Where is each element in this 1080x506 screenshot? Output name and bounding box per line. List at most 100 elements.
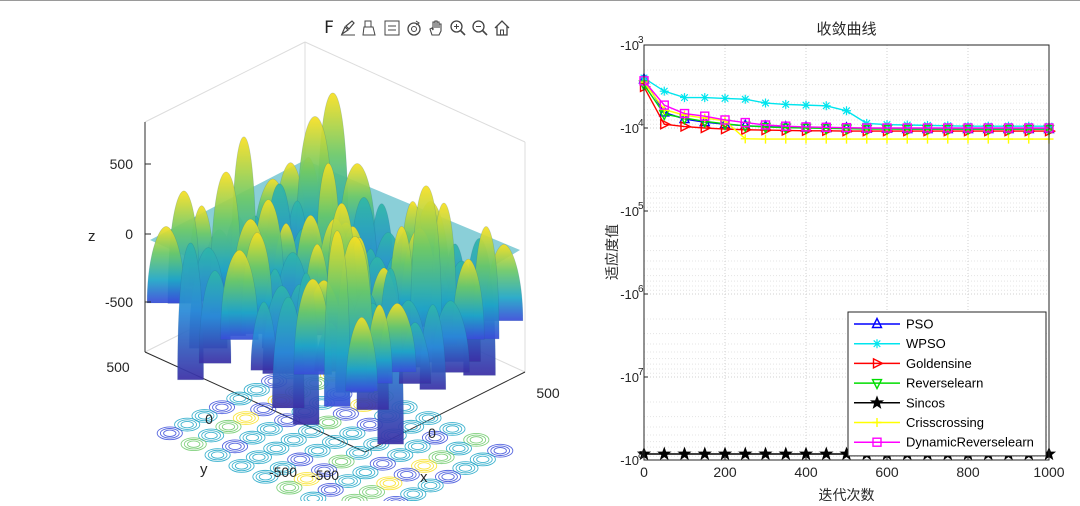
legend-item[interactable]: PSO: [854, 317, 933, 332]
legend-label: DynamicReverselearn: [906, 435, 1034, 450]
contour-line: [283, 434, 304, 446]
convergence-chart[interactable]: -10 3 -10 4 -10 5 -10 6 -10 7 -10 8 0 200 400 600 800 100…: [600, 0, 1080, 503]
contour-line: [321, 418, 336, 427]
contour-line: [204, 431, 218, 440]
contour-line: [469, 436, 483, 444]
contour-line: [228, 442, 242, 450]
contour-line: [403, 488, 424, 500]
data-point: [659, 100, 669, 110]
contour-line: [234, 462, 249, 470]
data-point: [761, 124, 773, 136]
contour-line: [472, 454, 493, 465]
contour-line: [210, 451, 225, 459]
data-point: [881, 124, 893, 137]
data-point: [781, 121, 791, 131]
contour-line: [252, 453, 266, 461]
brush-icon[interactable]: [338, 18, 358, 38]
contour-line: [369, 456, 396, 471]
contour-line: [180, 437, 207, 452]
data-tips-icon[interactable]: F: [324, 18, 334, 38]
contour-line: [382, 479, 396, 487]
contour-line: [463, 432, 490, 447]
contour-line: [310, 447, 325, 455]
legend[interactable]: PSO WPSO Goldensine Reverselearn Sincos Criss…: [847, 311, 1047, 457]
contour-line: [411, 459, 438, 473]
pan-hand-icon[interactable]: [426, 18, 446, 38]
contour-line: [434, 453, 449, 461]
surface-plot-canvas[interactable]: 500 0 -500 -500 0 500 -500 0 500 z x y: [0, 0, 600, 506]
legend-item[interactable]: Goldensine: [854, 356, 972, 371]
data-point: [778, 446, 793, 461]
contour-line: [204, 448, 231, 462]
data-point: [1024, 134, 1034, 144]
contour-line: [442, 423, 463, 435]
rotate-3d-icon[interactable]: [404, 18, 424, 38]
contour-line: [225, 441, 245, 452]
legend-label: Reverselearn: [906, 376, 983, 391]
series-line: [643, 84, 1049, 130]
contour-line: [250, 386, 264, 394]
contour-line: [256, 405, 270, 414]
data-point: [821, 122, 831, 132]
contour-line: [296, 473, 317, 485]
data-point: [740, 94, 750, 104]
home-icon[interactable]: [492, 18, 512, 38]
contour-line: [221, 423, 236, 431]
legend-icon[interactable]: [382, 18, 402, 38]
contour-line: [421, 430, 449, 445]
contour-line: [306, 494, 320, 503]
legend-item[interactable]: DynamicReverselearn: [854, 435, 1034, 450]
zoom-in-icon[interactable]: [448, 18, 468, 38]
clear-icon[interactable]: [360, 18, 380, 38]
contour-line: [177, 419, 198, 430]
convergence-chart-canvas[interactable]: -10 3-10 4-10 5-10 6-10 7-10 80 200 400 600 800 100…: [600, 0, 1080, 503]
data-point: [821, 134, 831, 144]
contour-line: [258, 473, 273, 481]
data-point: [1004, 134, 1013, 144]
legend-item[interactable]: Crisscrossing: [854, 415, 984, 430]
data-point: [760, 120, 771, 130]
legend-item[interactable]: Sincos: [854, 395, 946, 410]
data-point: [781, 134, 791, 144]
data-point: [801, 122, 811, 132]
window-top-border: [0, 0, 1080, 1]
contour-line: [342, 428, 363, 439]
y-tick-label: -10: [620, 287, 639, 302]
data-point: [759, 122, 772, 134]
contour-line: [334, 474, 362, 488]
data-point: [679, 108, 690, 119]
contour-line: [336, 408, 356, 419]
contour-line: [183, 438, 204, 450]
contour-line: [331, 456, 352, 467]
data-point: [902, 123, 912, 133]
z-axis-label: z: [88, 228, 96, 245]
legend-marker: [872, 357, 885, 370]
legend-item[interactable]: Reverselearn: [854, 376, 983, 391]
zoom-out-icon[interactable]: [470, 18, 490, 38]
contour-line: [159, 428, 180, 439]
contour-line: [194, 410, 215, 422]
contour-line: [363, 437, 390, 452]
contour-line: [438, 471, 458, 483]
contour-line: [410, 442, 425, 450]
contour-line: [455, 462, 476, 474]
contour-line: [349, 447, 369, 459]
data-point: [738, 446, 753, 461]
contour-line: [469, 452, 496, 467]
contour-line: [358, 468, 373, 477]
contour-line: [328, 454, 355, 469]
y-tick-exponent: 6: [638, 284, 644, 295]
contour-line: [352, 449, 366, 457]
contour-line: [201, 430, 221, 441]
contour-line: [269, 461, 296, 475]
contour-line: [269, 444, 283, 453]
contour-line: [243, 382, 270, 397]
legend-marker: [872, 418, 882, 427]
legend-item[interactable]: WPSO: [854, 336, 946, 351]
surface-plot-figure[interactable]: 500 0 -500 -500 0 500 -500 0 500 z x y F: [0, 0, 600, 506]
contour-line: [420, 480, 441, 491]
y-tick-label: -10: [620, 121, 639, 136]
contour-line: [290, 454, 311, 465]
contour-line: [393, 451, 407, 459]
contour-line: [255, 471, 276, 483]
